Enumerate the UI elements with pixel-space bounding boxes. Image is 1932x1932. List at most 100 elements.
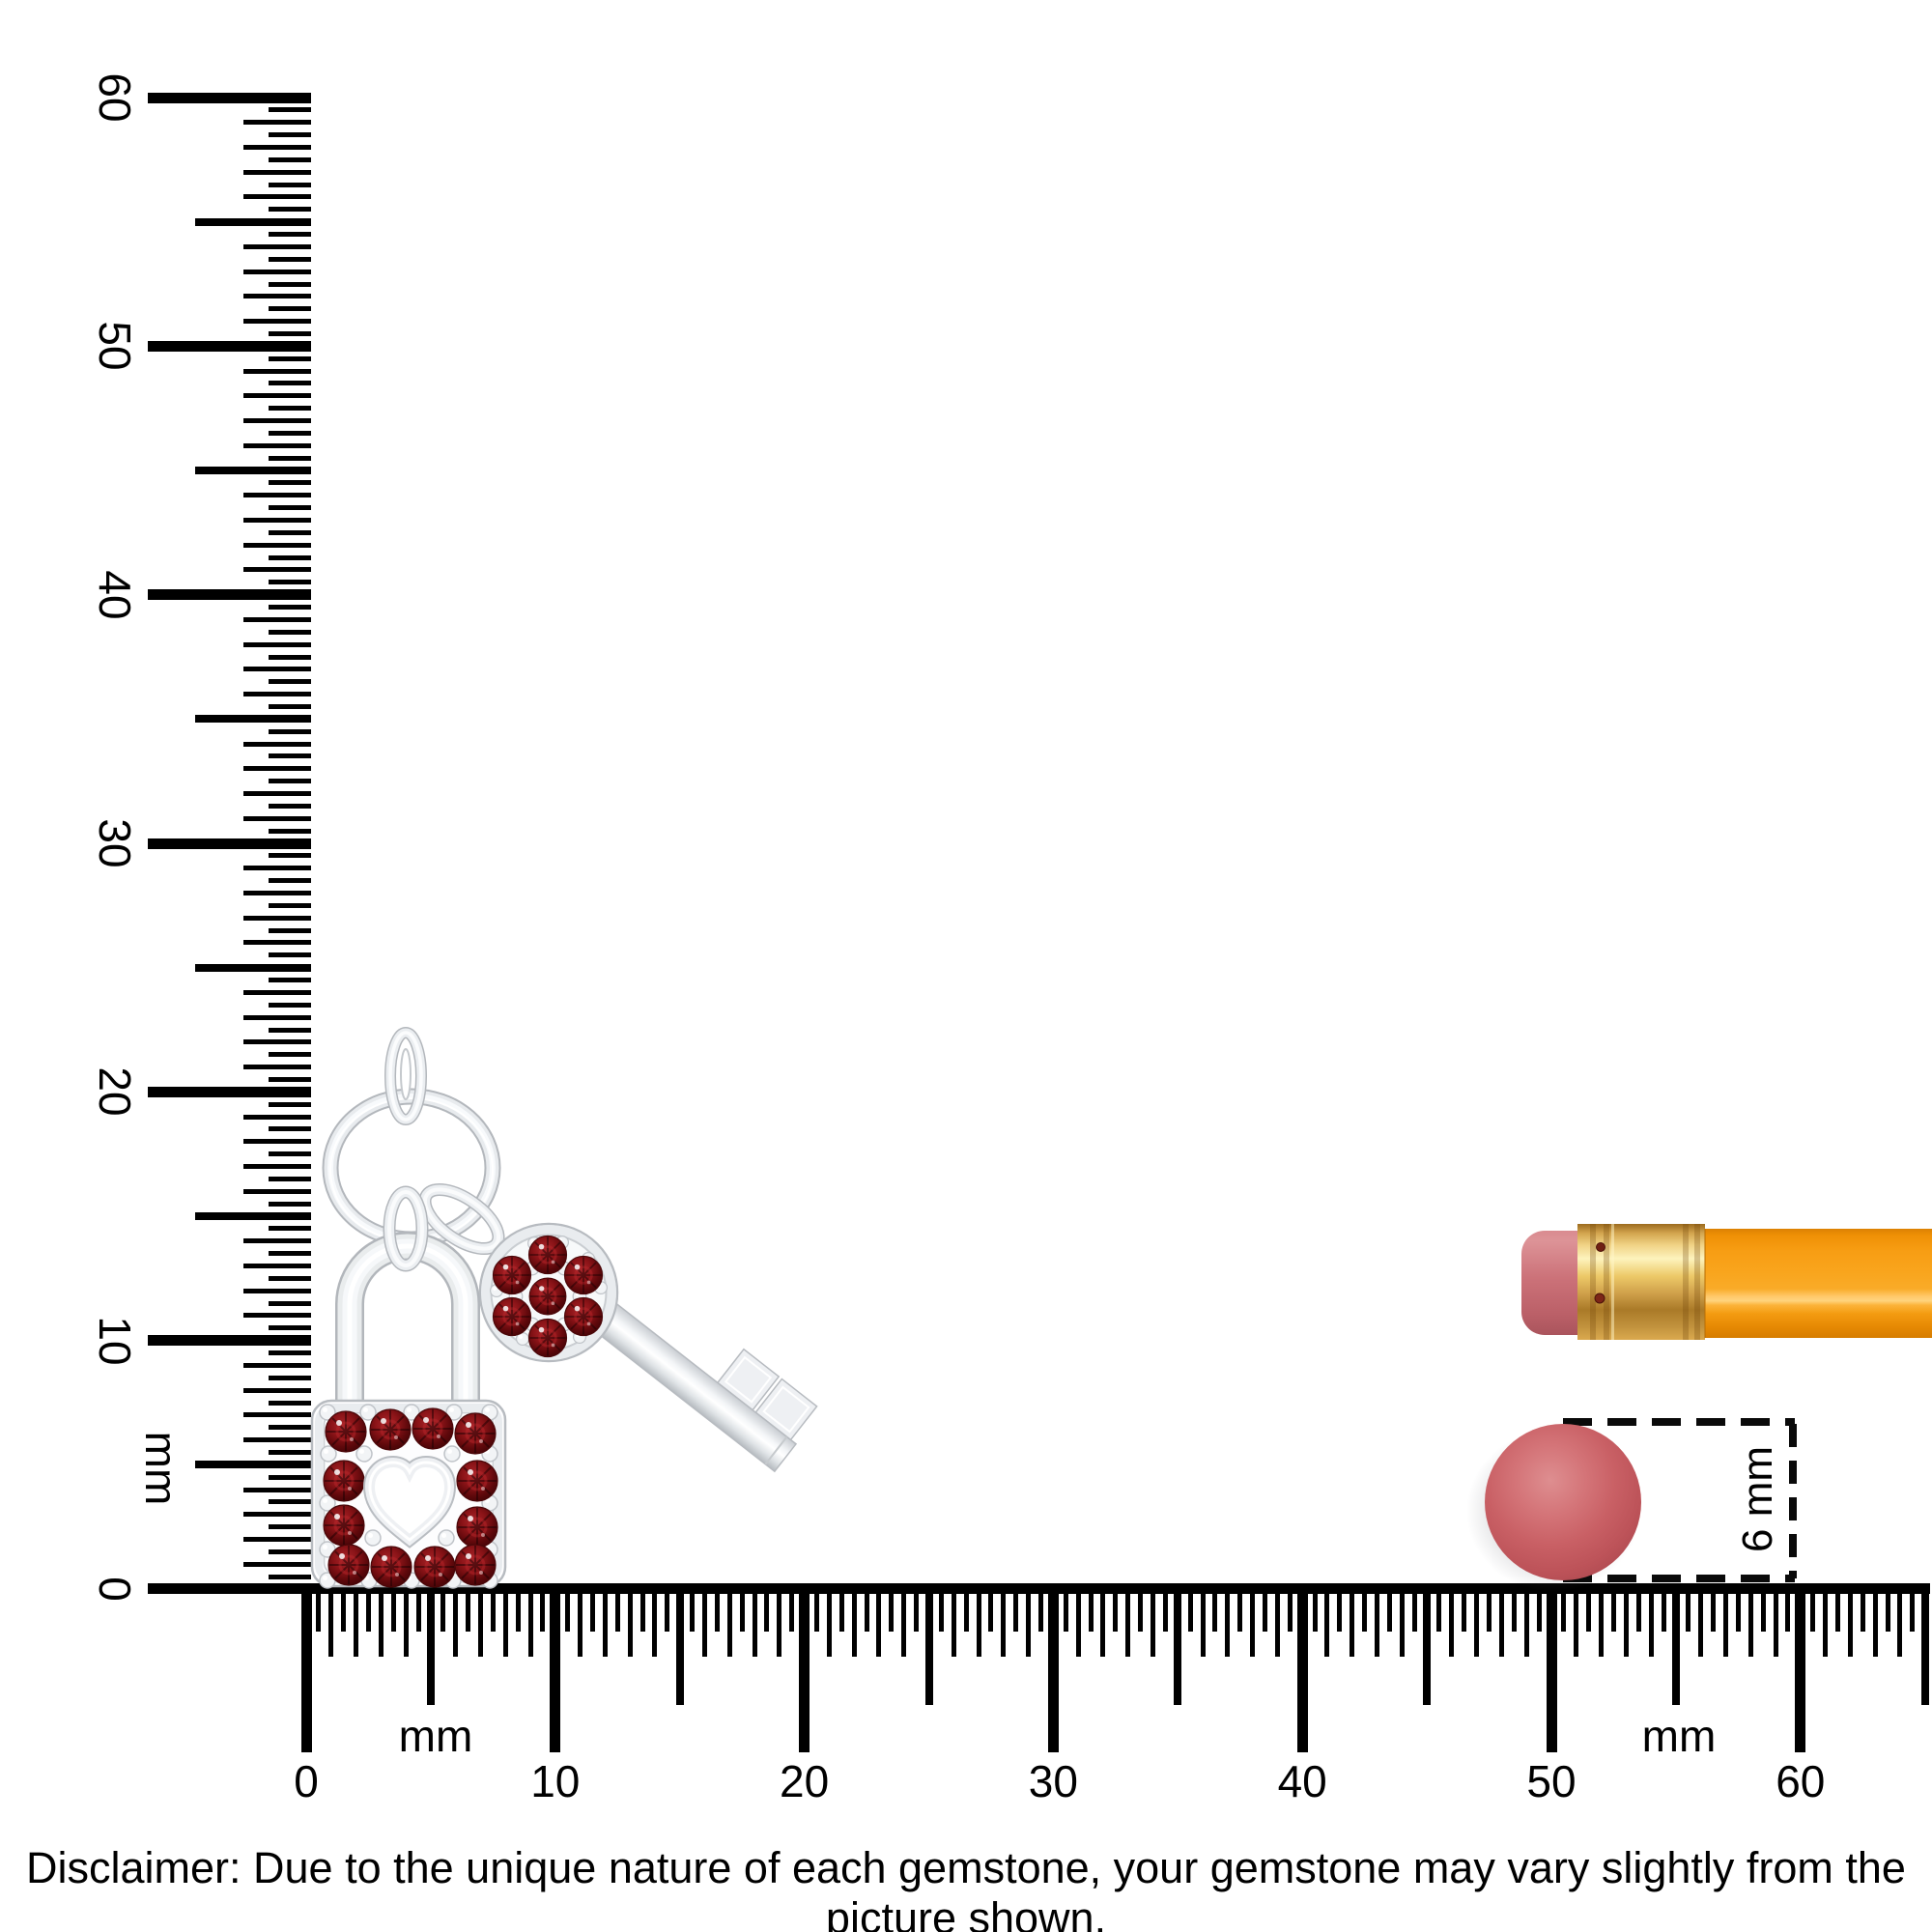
- horizontal-ruler-label: 60: [1776, 1756, 1826, 1806]
- horizontal-tick-23: [876, 1589, 882, 1657]
- horizontal-tick-24: [901, 1589, 907, 1657]
- vertical-tick-50.5: [269, 330, 311, 336]
- horizontal-tick-21.5: [838, 1589, 844, 1632]
- horizontal-tick-16: [701, 1589, 707, 1657]
- vertical-tick-29.5: [269, 853, 311, 859]
- horizontal-tick-54.5: [1661, 1589, 1666, 1632]
- vertical-tick-45.5: [269, 455, 311, 461]
- vertical-tick-13: [243, 1263, 311, 1268]
- horizontal-tick-30: [1047, 1589, 1059, 1752]
- vertical-ruler-label: 10: [90, 1316, 140, 1366]
- vertical-tick-41.5: [269, 554, 311, 560]
- pencil-ferrule: [1577, 1224, 1705, 1340]
- vertical-tick-40.5: [269, 580, 311, 585]
- vertical-tick-11: [243, 1313, 311, 1319]
- vertical-tick-20: [148, 1086, 311, 1097]
- horizontal-tick-8: [502, 1589, 508, 1657]
- vertical-tick-32.5: [269, 779, 311, 784]
- key-shaft: [556, 1273, 818, 1473]
- horizontal-tick-61.5: [1834, 1589, 1840, 1632]
- pencil-body: [1704, 1229, 1932, 1338]
- horizontal-tick-61: [1823, 1589, 1829, 1657]
- vertical-tick-17: [243, 1164, 311, 1170]
- vertical-tick-57: [243, 169, 311, 175]
- horizontal-tick-1: [328, 1589, 334, 1657]
- horizontal-tick-65: [1920, 1589, 1929, 1705]
- vertical-tick-27: [243, 915, 311, 921]
- horizontal-ruler-label: 50: [1526, 1756, 1577, 1806]
- horizontal-tick-3.5: [390, 1589, 396, 1632]
- vertical-tick-53.5: [269, 256, 311, 262]
- horizontal-tick-47: [1474, 1589, 1480, 1657]
- vertical-tick-6.5: [269, 1425, 311, 1431]
- vertical-tick-37.5: [269, 654, 311, 660]
- horizontal-tick-13.5: [639, 1589, 645, 1632]
- horizontal-ruler-label: 20: [780, 1756, 830, 1806]
- vertical-tick-1.5: [269, 1548, 311, 1554]
- vertical-tick-36.5: [269, 679, 311, 685]
- horizontal-tick-37: [1225, 1589, 1231, 1657]
- vertical-tick-16.5: [269, 1176, 311, 1181]
- vertical-tick-23: [243, 1014, 311, 1020]
- vertical-tick-50: [148, 340, 311, 352]
- horizontal-tick-34: [1151, 1589, 1156, 1657]
- vertical-tick-57.5: [269, 156, 311, 162]
- horizontal-tick-33.5: [1138, 1589, 1144, 1632]
- vertical-tick-9: [243, 1362, 311, 1368]
- vertical-tick-48: [243, 393, 311, 399]
- horizontal-ruler: 0 10 20 30 40 50 60 mm mm: [0, 1546, 1932, 1835]
- vertical-tick-15: [195, 1212, 311, 1220]
- vertical-tick-49.5: [269, 355, 311, 361]
- horizontal-tick-28.5: [1013, 1589, 1019, 1632]
- horizontal-ruler-label: 0: [294, 1756, 319, 1806]
- vertical-tick-39.5: [269, 605, 311, 611]
- vertical-tick-11.5: [269, 1300, 311, 1306]
- vertical-tick-19.5: [269, 1101, 311, 1107]
- vertical-tick-46: [243, 442, 311, 448]
- vertical-tick-34.5: [269, 728, 311, 734]
- horizontal-tick-50.5: [1561, 1589, 1567, 1632]
- horizontal-tick-4: [403, 1589, 409, 1657]
- vertical-tick-55.5: [269, 207, 311, 213]
- vertical-tick-12.5: [269, 1275, 311, 1281]
- horizontal-tick-0.5: [316, 1589, 322, 1632]
- horizontal-tick-11: [578, 1589, 583, 1657]
- vertical-tick-28.5: [269, 878, 311, 884]
- vertical-tick-48.5: [269, 381, 311, 386]
- horizontal-tick-36: [1200, 1589, 1206, 1657]
- vertical-tick-27.5: [269, 902, 311, 908]
- vertical-tick-51: [243, 319, 311, 325]
- vertical-tick-55: [195, 217, 311, 226]
- vertical-tick-42: [243, 542, 311, 548]
- vertical-tick-24: [243, 989, 311, 995]
- vertical-tick-35.5: [269, 703, 311, 709]
- top-bail-ring: [384, 1027, 427, 1125]
- vertical-tick-14: [243, 1238, 311, 1244]
- horizontal-tick-32: [1100, 1589, 1106, 1657]
- horizontal-tick-17: [726, 1589, 732, 1657]
- vertical-tick-46.5: [269, 430, 311, 436]
- vertical-tick-7.5: [269, 1400, 311, 1406]
- horizontal-tick-26.5: [963, 1589, 969, 1632]
- horizontal-tick-2.5: [365, 1589, 371, 1632]
- gemstone-size-dot-callout: [1466, 1418, 1797, 1592]
- horizontal-tick-13: [627, 1589, 633, 1657]
- vertical-tick-22.5: [269, 1027, 311, 1033]
- horizontal-tick-41: [1324, 1589, 1330, 1657]
- lock-body: [310, 1399, 507, 1589]
- vertical-tick-26.5: [269, 927, 311, 933]
- vertical-tick-52.5: [269, 281, 311, 287]
- horizontal-tick-48.5: [1511, 1589, 1517, 1632]
- vertical-tick-30: [148, 838, 311, 849]
- horizontal-tick-58: [1747, 1589, 1753, 1657]
- horizontal-tick-18: [752, 1589, 757, 1657]
- vertical-tick-40: [148, 589, 311, 601]
- lock-bail-ring: [383, 1185, 429, 1272]
- vertical-tick-7: [243, 1412, 311, 1418]
- horizontal-tick-22.5: [864, 1589, 869, 1632]
- horizontal-tick-20.5: [813, 1589, 819, 1632]
- pencil-eraser: [1521, 1231, 1582, 1335]
- horizontal-tick-34.5: [1162, 1589, 1168, 1632]
- horizontal-tick-40.5: [1312, 1589, 1318, 1632]
